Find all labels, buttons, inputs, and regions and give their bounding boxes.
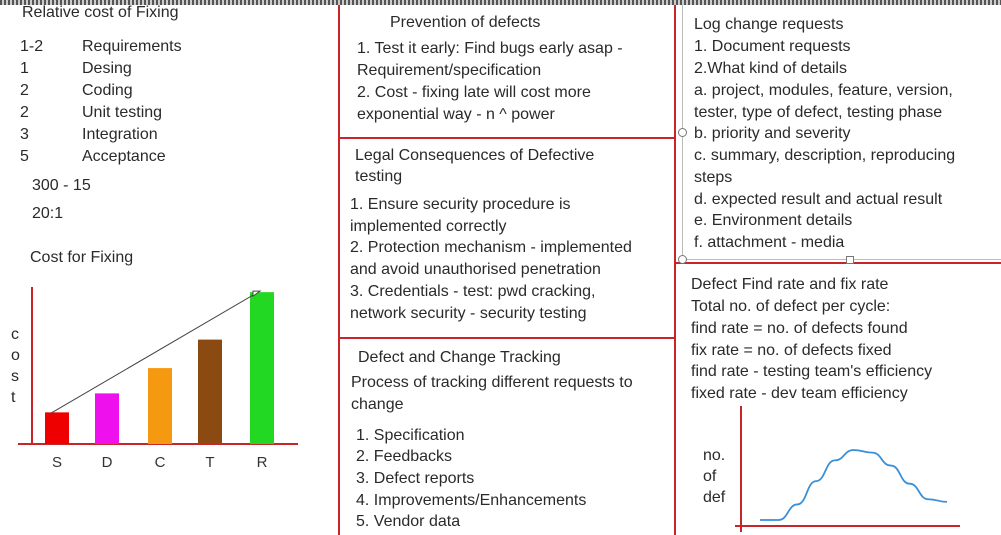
legal-line: 2. Protection mechanism - implemented — [350, 239, 632, 256]
prevention-line: 1. Test it early: Find bugs early asap - — [357, 40, 623, 57]
bar — [95, 393, 119, 444]
top-border — [0, 0, 1001, 5]
log-title: Log change requests — [694, 16, 844, 33]
cost-n: 3 — [20, 126, 29, 143]
x-tick-label: D — [102, 454, 113, 471]
x-tick-label: C — [155, 454, 166, 471]
prevention-line: exponential way - n ^ power — [357, 106, 555, 123]
rate-line: fix rate = no. of defects fixed — [691, 342, 892, 359]
tracking-list-item: 3. Defect reports — [356, 470, 475, 487]
log-line: e. Environment details — [694, 212, 853, 229]
cost-n: 1-2 — [20, 38, 44, 55]
log-line: tester, type of defect, testing phase — [694, 104, 943, 121]
cost-n: 1 — [20, 60, 29, 77]
ylabel-letter: o — [11, 347, 20, 364]
ylabel-letter: s — [11, 368, 19, 385]
divider-col2 — [674, 5, 676, 535]
chart-title: Cost for Fixing — [30, 249, 134, 266]
divider-col1 — [338, 5, 340, 535]
tracking-list-item: 1. Specification — [356, 427, 465, 444]
log-line: a. project, modules, feature, version, — [694, 82, 953, 99]
bar — [45, 412, 69, 444]
cost-n: 2 — [20, 104, 29, 121]
log-line: c. summary, description, reproducing — [694, 147, 956, 164]
tracking-list-item: 5. Vendor data — [356, 513, 461, 530]
rate-line: fixed rate - dev team efficiency — [691, 385, 908, 402]
tracking-title: Defect and Change Tracking — [358, 349, 561, 366]
defect-curve-chart — [735, 406, 960, 532]
log-line: d. expected result and actual result — [694, 191, 943, 208]
graph-ylabel: no. — [703, 447, 726, 464]
x-tick-label: R — [257, 454, 268, 471]
cost-n: 2 — [20, 82, 29, 99]
rate-title: Defect Find rate and fix rate — [691, 276, 889, 293]
tracking-line: change — [351, 396, 404, 413]
prevention-line: Requirement/specification — [357, 62, 542, 79]
rate-line: find rate - testing team's efficiency — [691, 363, 933, 380]
legal-line: network security - security testing — [350, 305, 587, 322]
legal-line: implemented correctly — [350, 218, 507, 235]
resize-handle[interactable] — [678, 128, 687, 137]
note-ratio: 20:1 — [32, 205, 64, 222]
log-line: steps — [694, 169, 733, 186]
tracking-list-item: 2. Feedbacks — [356, 448, 453, 465]
rate-line: Total no. of defect per cycle: — [691, 298, 891, 315]
divider-col3-red — [674, 262, 1001, 264]
trend-arrowhead — [252, 290, 262, 298]
prevention-line: 2. Cost - fixing late will cost more — [357, 84, 591, 101]
tracking-line: Process of tracking different requests t… — [351, 374, 633, 391]
divider-col2-row2 — [338, 337, 674, 339]
ylabel-letter: t — [11, 389, 16, 406]
legal-line: and avoid unauthorised penetration — [350, 261, 601, 278]
cost-phase: Requirements — [82, 38, 182, 55]
prevention-title: Prevention of defects — [390, 14, 541, 31]
graph-ylabel: of — [703, 468, 717, 485]
log-line: b. priority and severity — [694, 125, 851, 142]
divider-col3-row1 — [682, 259, 1001, 260]
resize-handle[interactable] — [678, 255, 687, 264]
log-line: 2.What kind of details — [694, 60, 847, 77]
resize-handle[interactable] — [846, 256, 854, 264]
log-line: f. attachment - media — [694, 234, 845, 251]
graph-ylabel: def — [703, 489, 726, 506]
legal-line: 1. Ensure security procedure is — [350, 196, 571, 213]
legal-title-2: testing — [355, 168, 403, 185]
cost-phase: Integration — [82, 126, 158, 143]
bar — [198, 339, 222, 444]
x-tick-label: T — [205, 454, 214, 471]
cost-n: 5 — [20, 148, 29, 165]
ylabel-letter: c — [11, 326, 19, 343]
bar — [148, 368, 172, 444]
log-line: 1. Document requests — [694, 38, 851, 55]
cost-phase: Unit testing — [82, 104, 163, 121]
relative-cost-title: Relative cost of Fixing — [22, 4, 179, 21]
tracking-list-item: 4. Improvements/Enhancements — [356, 492, 587, 509]
cost-phase: Desing — [82, 60, 132, 77]
divider-col2-row1 — [338, 137, 674, 139]
bar — [250, 292, 274, 444]
cost-phase: Acceptance — [82, 148, 166, 165]
rate-line: find rate = no. of defects found — [691, 320, 908, 337]
legal-line: 3. Credentials - test: pwd cracking, — [350, 283, 596, 300]
defect-curve — [760, 449, 948, 521]
note-300-15: 300 - 15 — [32, 177, 91, 194]
legal-title: Legal Consequences of Defective — [355, 147, 595, 164]
cost-phase: Coding — [82, 82, 133, 99]
x-tick-label: S — [52, 454, 62, 471]
trend-line — [48, 291, 259, 415]
